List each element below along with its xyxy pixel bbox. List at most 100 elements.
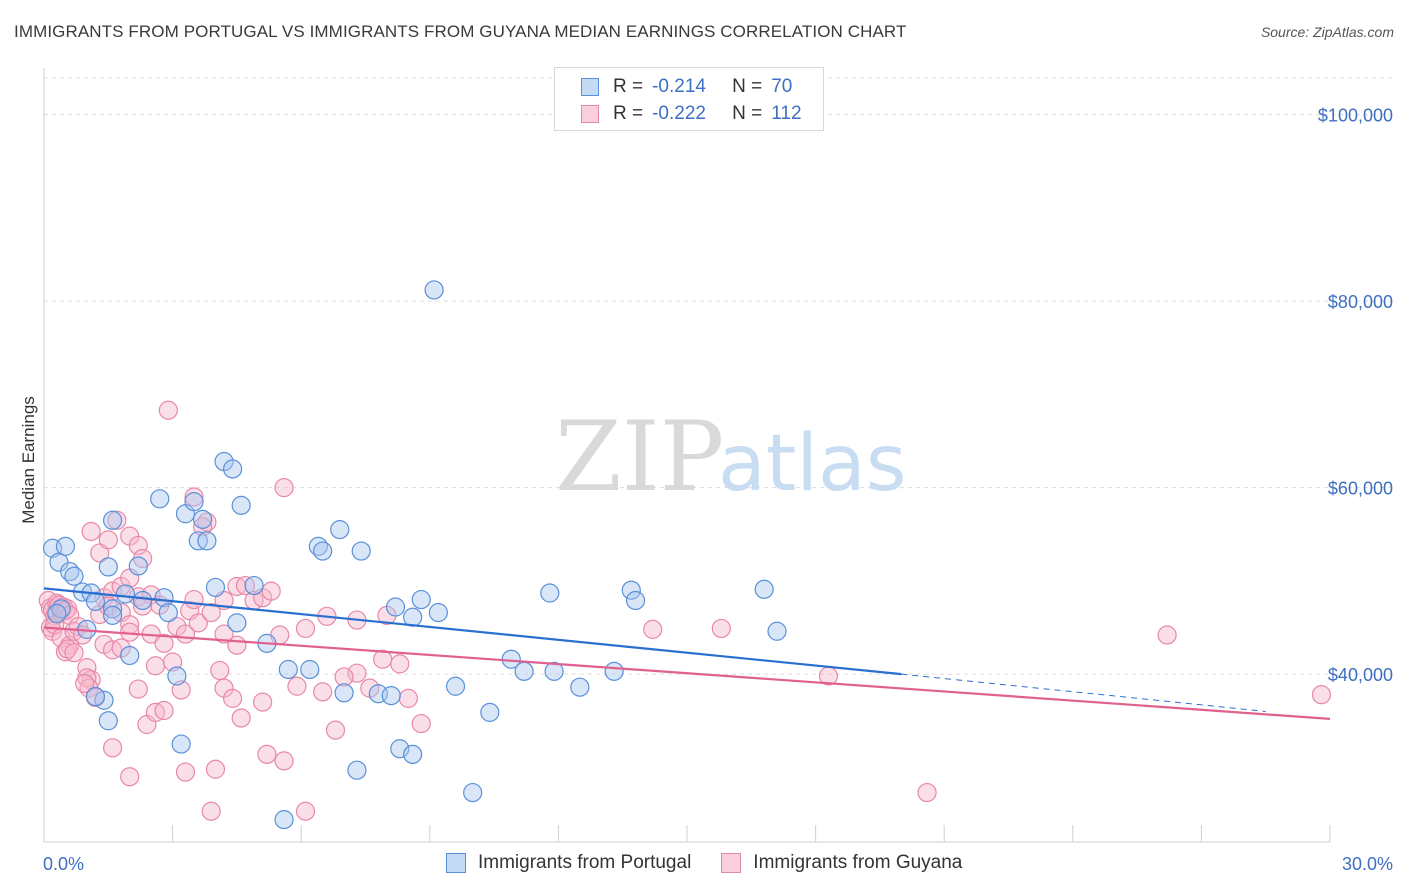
guyana-point: [145, 656, 166, 676]
guyana-point: [132, 596, 153, 616]
guyana-point: [214, 624, 234, 644]
portugal-point: [154, 588, 174, 608]
guyana-point: [120, 767, 140, 787]
portugal-point: [193, 509, 213, 529]
axes: [43, 68, 1331, 843]
guyana-point: [102, 738, 123, 758]
portugal-point: [403, 744, 423, 764]
portugal-point: [570, 677, 590, 697]
guyana-point: [1157, 625, 1177, 645]
portugal-point: [85, 686, 106, 707]
portugal-point: [347, 760, 367, 780]
guyana-point: [223, 688, 243, 708]
watermark-atlas: atlas: [718, 419, 907, 509]
portugal-point: [385, 597, 406, 617]
portugal-point: [278, 659, 298, 680]
series-portugal-points: [42, 280, 787, 830]
guyana-point: [201, 602, 221, 623]
portugal-point: [128, 556, 148, 576]
legend-n-portugal: 70: [771, 76, 793, 97]
trend-lines: [43, 587, 1331, 721]
guyana-point: [154, 633, 174, 653]
guyana-point: [210, 660, 230, 681]
portugal-point: [102, 510, 123, 530]
portugal-point: [231, 495, 251, 515]
portugal-point: [98, 557, 118, 577]
legend-swatch-guyana: [721, 853, 742, 873]
legend-label-guyana: Immigrants from Guyana: [753, 852, 963, 873]
guyana-point: [643, 619, 663, 639]
guyana-point: [128, 679, 148, 699]
legend-r-portugal: -0.214: [652, 76, 706, 97]
portugal-point: [244, 575, 264, 596]
portugal-point: [98, 711, 118, 731]
y-tick-label: $80,000: [1328, 292, 1393, 312]
portugal-point: [625, 590, 646, 611]
guyana-point: [253, 692, 273, 712]
portugal-point: [132, 590, 153, 611]
guyana-point: [81, 521, 101, 542]
portugal-point: [514, 661, 534, 681]
y-tick-label: $60,000: [1328, 479, 1393, 499]
guyana-point: [287, 676, 307, 696]
guyana-point: [107, 510, 127, 530]
legend-item-guyana[interactable]: Immigrants from Guyana: [721, 852, 962, 874]
trend-line-guyana: [43, 626, 1331, 721]
guyana-point: [295, 618, 316, 639]
guyana-point: [274, 478, 294, 498]
portugal-point: [544, 661, 564, 681]
y-axis-title: Median Earnings: [19, 396, 38, 524]
stats-legend: R = -0.214 N = 70 R = -0.222 N = 112: [554, 67, 824, 131]
portugal-point: [197, 531, 217, 551]
portugal-point: [158, 602, 178, 623]
guyana-point: [334, 667, 354, 687]
portugal-point: [150, 489, 170, 509]
legend-swatch-portugal: [581, 78, 599, 96]
guyana-point: [158, 400, 178, 420]
x-tick-label-max: 30.0%: [1342, 854, 1393, 874]
guyana-point: [227, 635, 247, 655]
legend-row-portugal: R = -0.214 N = 70: [581, 75, 792, 99]
portugal-point: [313, 541, 333, 561]
portugal-point: [428, 602, 448, 623]
guyana-point: [77, 658, 97, 678]
portugal-point: [55, 536, 76, 556]
guyana-point: [325, 720, 346, 740]
portugal-point: [540, 583, 560, 603]
guyana-point: [917, 782, 937, 803]
portugal-point: [424, 280, 444, 300]
guyana-point: [347, 663, 367, 683]
portugal-point: [604, 661, 624, 681]
guyana-point: [188, 613, 208, 633]
legend-item-portugal[interactable]: Immigrants from Portugal: [446, 852, 691, 874]
portugal-point: [330, 520, 350, 540]
legend-n-label: N =: [732, 76, 763, 97]
legend-row-guyana: R = -0.222 N = 112: [581, 102, 802, 126]
portugal-point: [167, 666, 187, 686]
portugal-point: [184, 492, 204, 512]
portugal-point: [102, 605, 123, 625]
portugal-point: [205, 577, 226, 598]
guyana-point: [175, 762, 196, 782]
guyana-point: [75, 673, 95, 694]
y-tick-label: $40,000: [1328, 665, 1393, 685]
guyana-point: [231, 708, 251, 728]
chart-title: IMMIGRANTS FROM PORTUGAL VS IMMIGRANTS F…: [14, 22, 907, 41]
portugal-point: [463, 782, 483, 803]
portugal-point: [227, 613, 247, 633]
legend-r-label: R =: [613, 76, 644, 97]
guyana-point: [274, 751, 294, 771]
guyana-point: [201, 801, 221, 821]
portugal-point: [480, 702, 500, 722]
portugal-point: [381, 685, 401, 706]
portugal-point: [223, 459, 243, 479]
y-tick-label: $100,000: [1318, 106, 1393, 126]
y-tick-labels: $40,000 $60,000 $80,000 $100,000: [1318, 106, 1393, 686]
legend-r-guyana: -0.222: [652, 103, 706, 124]
guyana-point: [184, 589, 204, 610]
guyana-point: [313, 682, 333, 702]
legend-label-portugal: Immigrants from Portugal: [478, 852, 692, 873]
watermark-zip: ZIP: [555, 401, 724, 513]
portugal-point: [411, 589, 431, 610]
legend-swatch-guyana: [581, 105, 599, 123]
